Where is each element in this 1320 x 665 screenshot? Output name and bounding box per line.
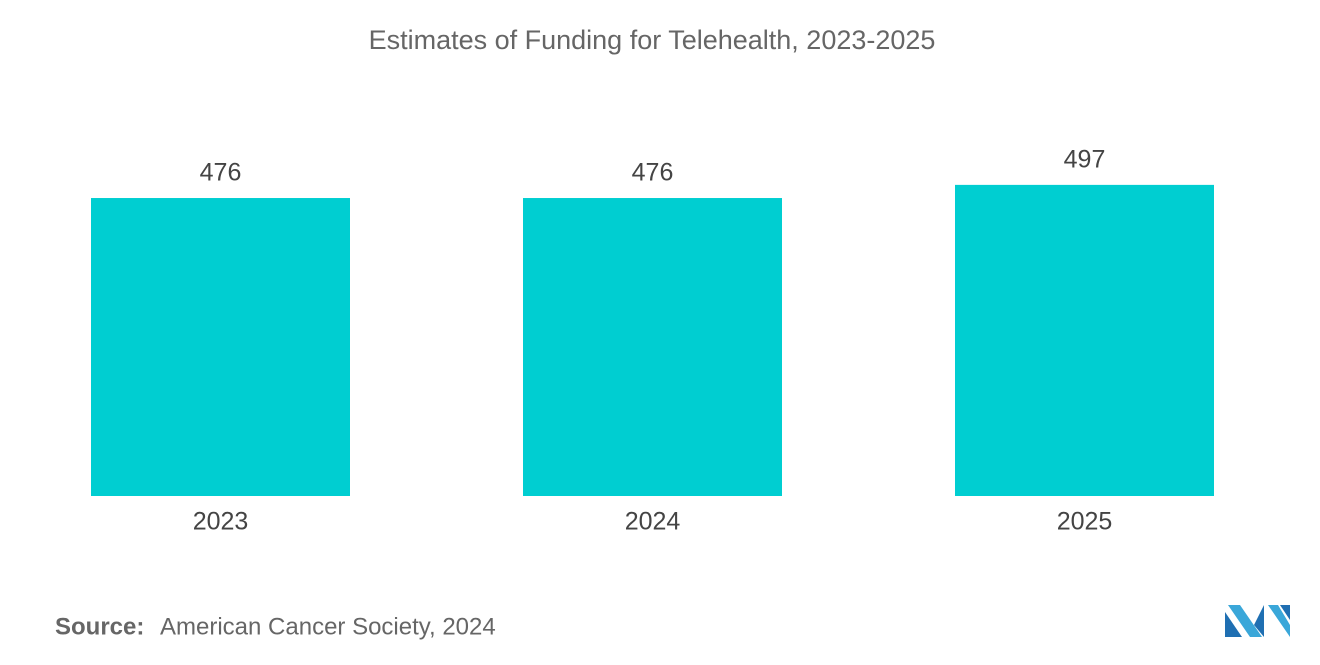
bar [523,198,782,497]
x-tick-label: 2025 [1057,508,1113,536]
source: American Cancer Society, 2024 [160,613,496,640]
bar [91,198,350,497]
source-label: Source: [55,613,144,640]
bar [955,184,1214,497]
x-tick-label: 2024 [625,508,681,536]
logo [1225,605,1290,637]
x-tick-label: 2023 [193,508,249,536]
value-label: 476 [632,159,674,187]
value-label: 497 [1064,145,1106,173]
chart-title: Estimates of Funding for Telehealth, 202… [369,25,936,55]
value-label: 476 [200,159,242,187]
